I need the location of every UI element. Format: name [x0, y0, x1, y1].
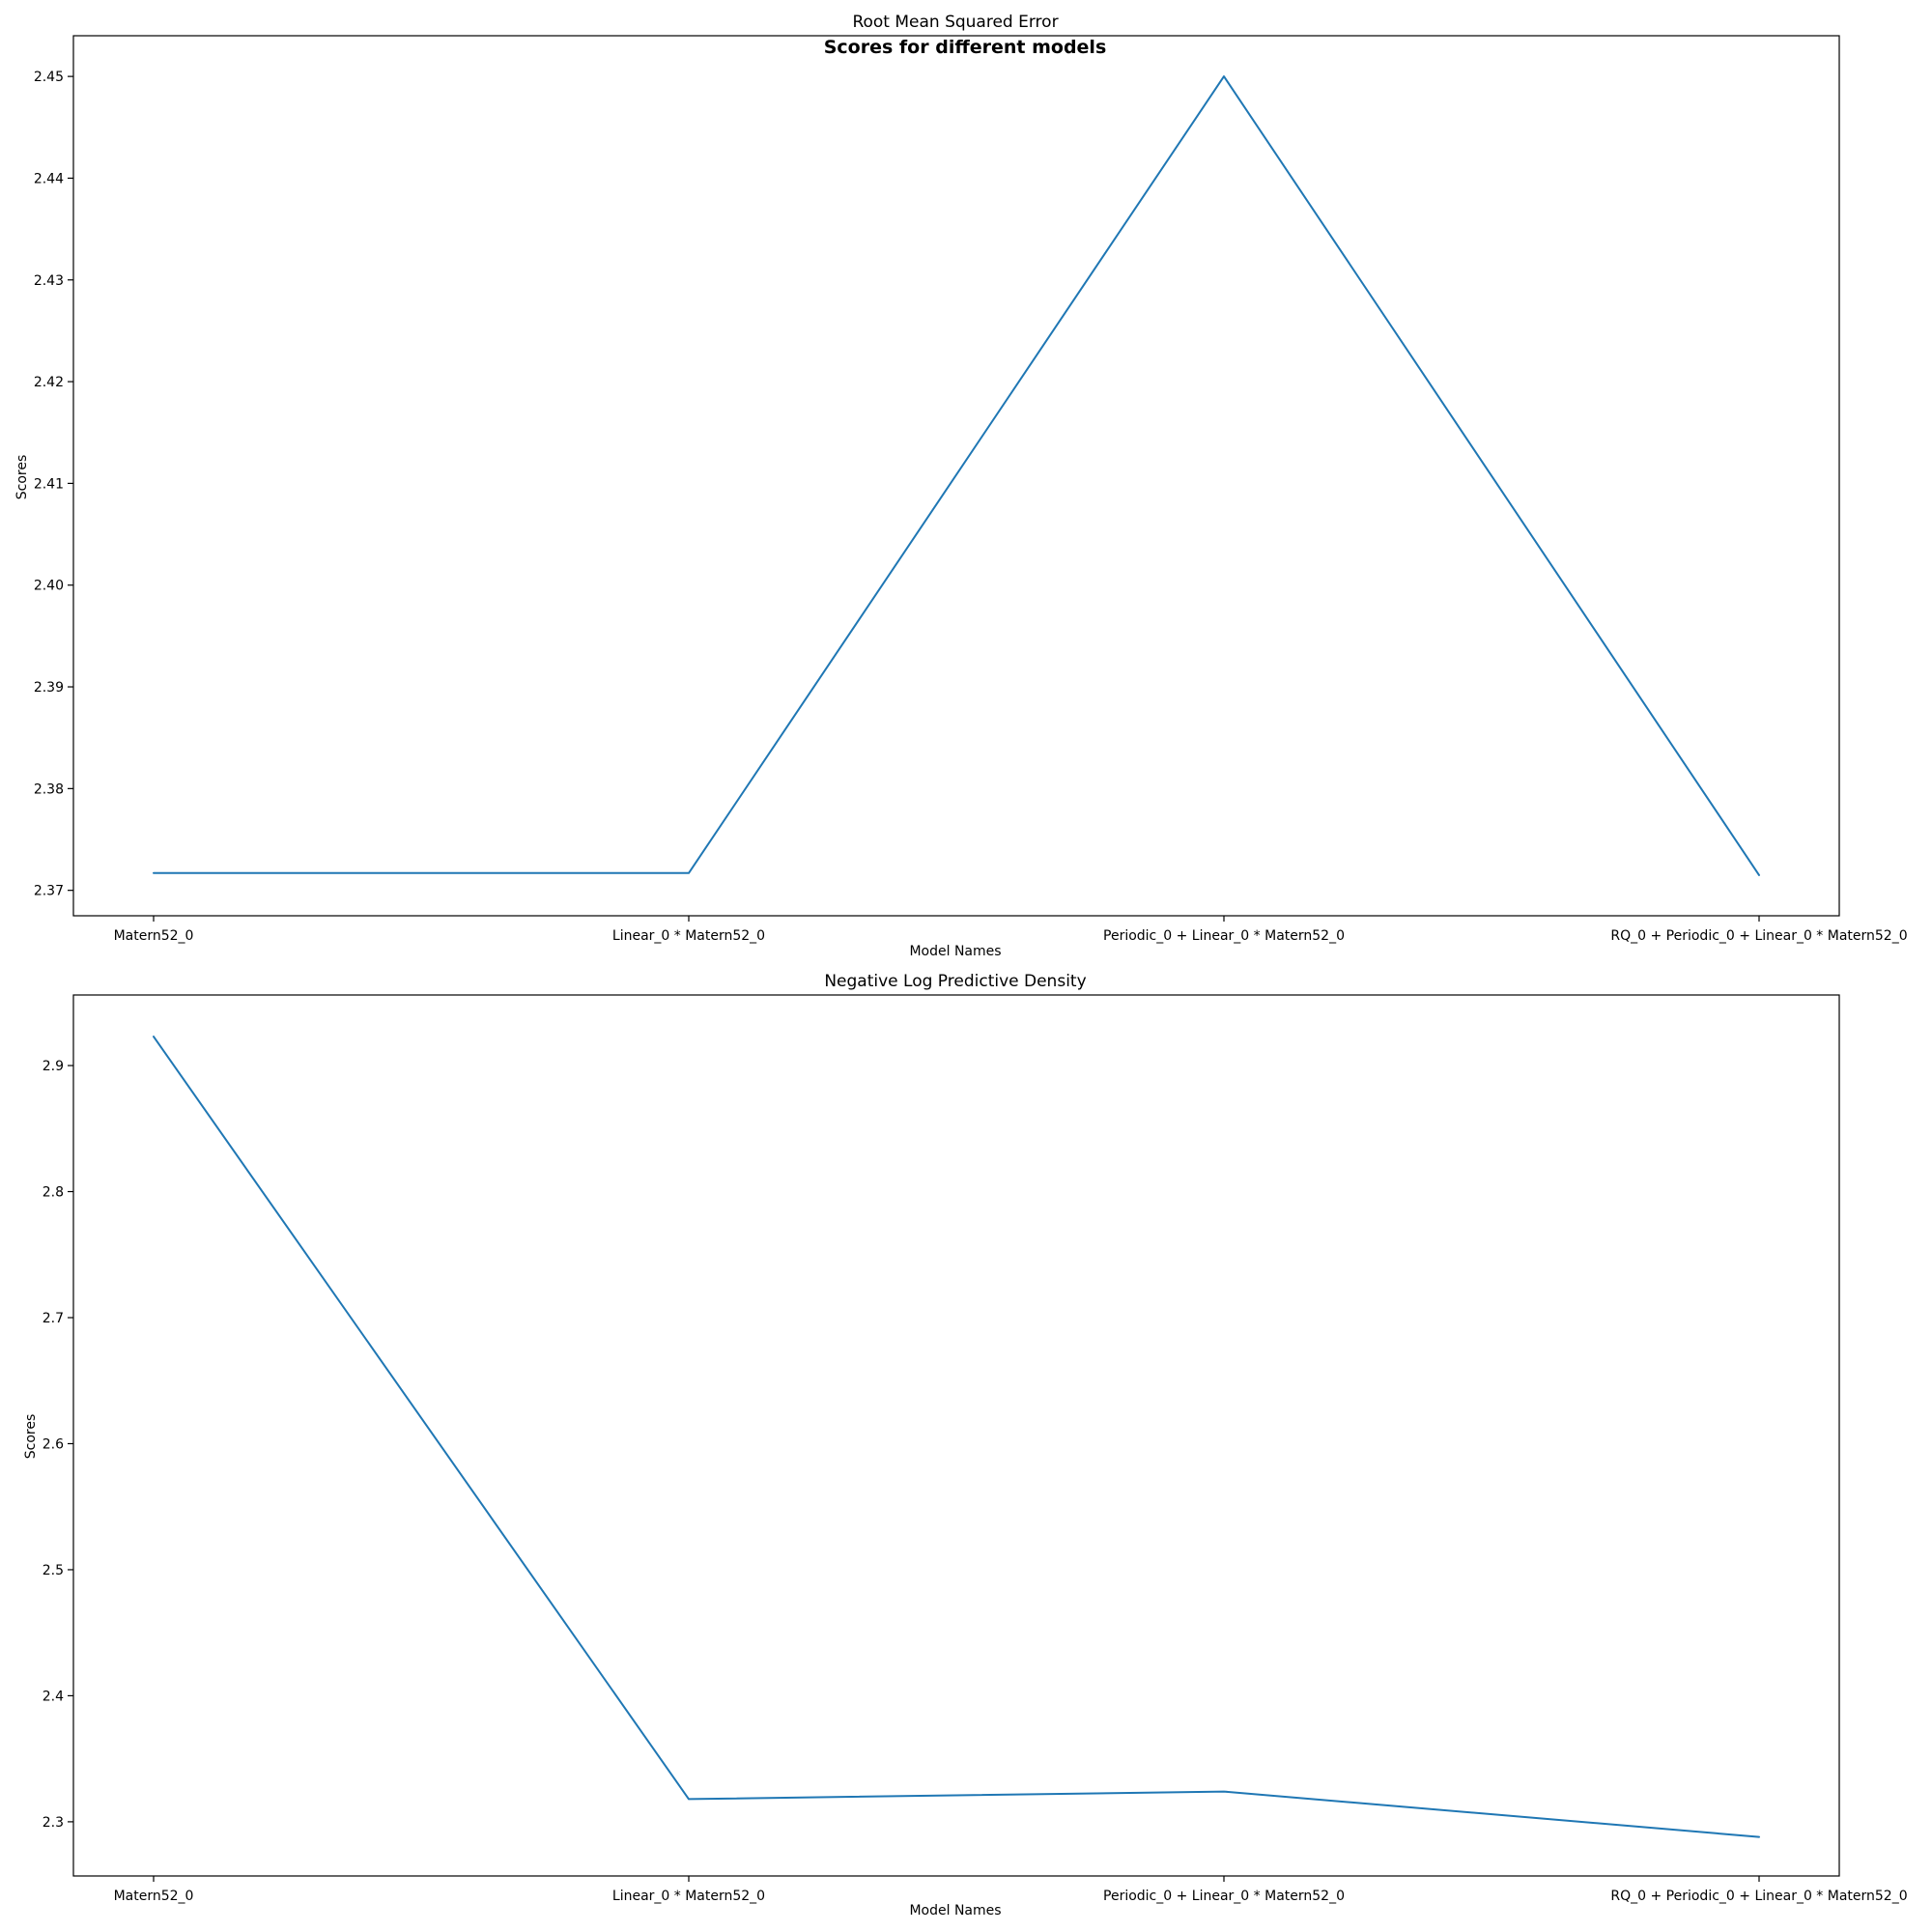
nlpd-y-ticks: 2.3 2.4 2.5 2.6 2.7 2.8 2.9	[43, 1059, 73, 1831]
nlpd-x-tick-label: Linear_0 * Matern52_0	[612, 1889, 765, 1904]
nlpd-series	[153, 1036, 1760, 1838]
rmse-y-tick-label: 2.39	[34, 680, 64, 696]
nlpd-y-tick-label: 2.3	[43, 1815, 64, 1831]
rmse-y-tick-label: 2.37	[34, 884, 64, 899]
rmse-axes: Root Mean Squared Error 2.37 2.38 2.39 2.40…	[14, 13, 1908, 959]
rmse-y-tick-label: 2.41	[34, 476, 64, 492]
nlpd-title: Negative Log Predictive Density	[824, 972, 1086, 991]
nlpd-x-tick-label: Periodic_0 + Linear_0 * Matern52_0	[1103, 1889, 1345, 1904]
rmse-y-tick-label: 2.42	[34, 375, 64, 390]
nlpd-axes: Negative Log Predictive Density 2.32.42.…	[23, 972, 1908, 1918]
nlpd-x-ticks: Matern52_0 Linear_0 * Matern52_0 Periodic_…	[114, 1876, 1908, 1904]
rmse-y-tick-label: 2.38	[34, 781, 64, 797]
rmse-x-ticks: Matern52_0 Linear_0 * Matern52_0 Periodic_…	[114, 916, 1908, 944]
nlpd-series-line	[153, 1036, 1760, 1838]
rmse-x-axis-label: Model Names	[909, 944, 1001, 959]
rmse-series	[153, 75, 1760, 876]
nlpd-y-tick-label: 2.5	[43, 1563, 64, 1578]
nlpd-x-axis-label: Model Names	[909, 1903, 1001, 1918]
rmse-series-line	[153, 75, 1760, 876]
nlpd-y-tick-label: 2.6	[43, 1436, 64, 1452]
rmse-plot-frame	[72, 35, 1840, 917]
rmse-y-tick-label: 2.45	[34, 70, 64, 85]
rmse-y-tick-label: 2.43	[34, 273, 64, 289]
nlpd-y-tick-label: 2.7	[43, 1311, 64, 1326]
nlpd-y-tick-label: 2.8	[43, 1185, 64, 1201]
rmse-y-tick-label: 2.44	[34, 171, 64, 186]
rmse-y-axis-label: Scores	[14, 455, 30, 500]
nlpd-y-tick-label: 2.9	[43, 1059, 64, 1074]
rmse-x-tick-label: Linear_0 * Matern52_0	[612, 928, 765, 944]
nlpd-plot-frame	[72, 994, 1840, 1877]
nlpd-y-axis-label: Scores	[23, 1414, 39, 1460]
rmse-x-tick-label: Periodic_0 + Linear_0 * Matern52_0	[1103, 928, 1345, 944]
nlpd-x-tick-label: Matern52_0	[114, 1889, 194, 1904]
rmse-y-tick-label: 2.40	[34, 579, 64, 594]
rmse-x-tick-label: Matern52_0	[114, 928, 194, 944]
rmse-x-tick-label: RQ_0 + Periodic_0 + Linear_0 * Matern52_…	[1610, 928, 1907, 944]
nlpd-x-tick-label: RQ_0 + Periodic_0 + Linear_0 * Matern52_…	[1610, 1889, 1907, 1904]
figure-suptitle: Scores for different models	[824, 37, 1107, 58]
nlpd-y-tick-label: 2.4	[43, 1689, 64, 1704]
rmse-title: Root Mean Squared Error	[852, 13, 1058, 32]
rmse-y-ticks: 2.37 2.38 2.39 2.40 2.41 2.42 2.43 2.44 2.45	[34, 70, 73, 899]
